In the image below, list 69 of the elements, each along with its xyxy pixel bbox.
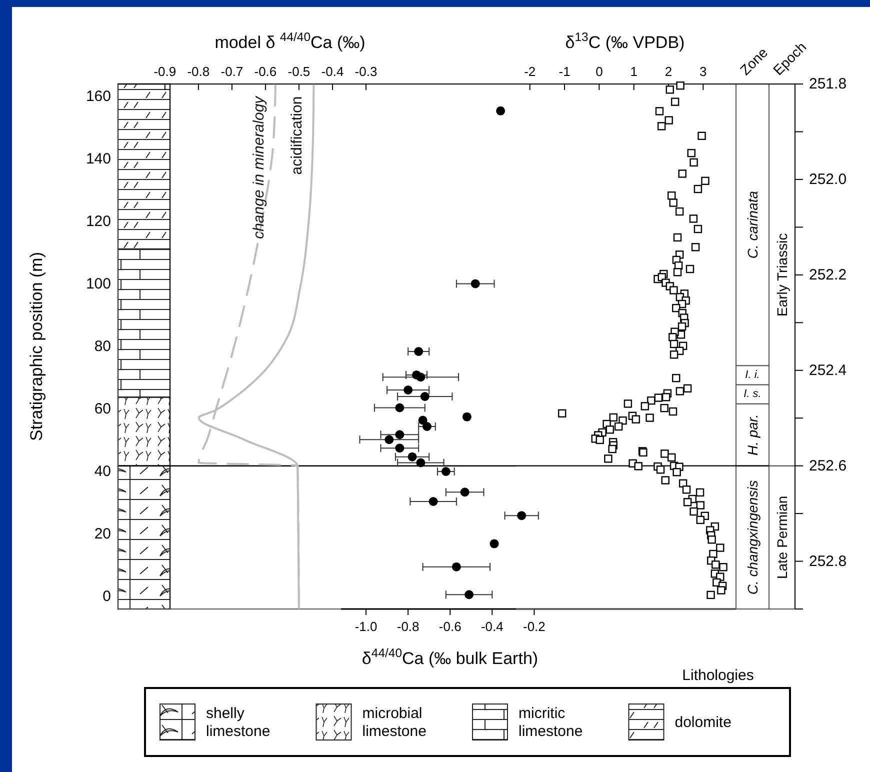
- x-tick-label: -0.4: [480, 619, 504, 634]
- x-tick-label: -0.7: [220, 64, 244, 79]
- x-tick-label: -0.6: [254, 64, 277, 79]
- band-label: H. par.: [744, 414, 760, 456]
- band-label: I. i.: [745, 369, 760, 382]
- y-tick-label: 60: [94, 400, 111, 418]
- x-tick-label: -2: [524, 64, 536, 79]
- point: [416, 372, 426, 382]
- point: [464, 590, 474, 600]
- point: [428, 497, 438, 506]
- x-tick-label: 1: [630, 64, 638, 79]
- x-tick-label: -0.5: [288, 64, 310, 79]
- y2-tick-label: 252.4: [809, 362, 847, 379]
- legend-title: Lithologies: [682, 667, 754, 684]
- point: [452, 562, 461, 572]
- x-axis-title: δ$^{44/40}$Ca (‰ bulk Earth): [362, 646, 538, 668]
- point: [395, 444, 404, 453]
- x-axis-title: model δ $^{44/40}$Ca (‰): [214, 30, 366, 52]
- x-tick-label: -0.2: [523, 619, 546, 634]
- point: [414, 347, 424, 356]
- text: change in mineralogy: [250, 94, 268, 239]
- y-tick-label: 20: [94, 526, 111, 542]
- point: [422, 422, 432, 431]
- x-tick-label: -0.4: [321, 64, 344, 79]
- band-label: C. changxingensis: [744, 480, 760, 595]
- band-label: C. carinata: [744, 190, 760, 259]
- y2-tick-label: 252.8: [809, 552, 847, 570]
- band-label: I. s.: [744, 388, 762, 400]
- legend-label: dolomite: [674, 714, 732, 730]
- legend-label: micritic limestone: [518, 704, 583, 740]
- x-tick-label: -0.8: [396, 619, 420, 634]
- x-tick-label: -0.8: [187, 64, 210, 79]
- y-axis-title: Stratigraphic position (m): [27, 252, 46, 441]
- y2-tick-label: 252.2: [809, 266, 847, 284]
- y-tick-label: 160: [86, 88, 111, 105]
- x-tick-label: -0.6: [438, 619, 462, 634]
- point: [420, 392, 430, 401]
- x-tick-label: -1.0: [354, 619, 378, 634]
- y-tick-label: 80: [94, 338, 111, 355]
- x-tick-label: -0.9: [154, 64, 176, 79]
- x-tick-label: -0.3: [354, 64, 378, 79]
- point: [470, 279, 480, 288]
- y2-tick-label: 252.0: [809, 170, 847, 188]
- point: [404, 385, 413, 394]
- y-tick-label: 40: [94, 463, 111, 480]
- legend-label: shelly limestone: [206, 704, 270, 740]
- y-tick-label: 120: [86, 213, 111, 230]
- point: [460, 488, 470, 497]
- point: [384, 435, 394, 444]
- x-tick-label: 0: [596, 64, 603, 79]
- point: [441, 467, 450, 476]
- band-label: Late Permian: [774, 496, 790, 580]
- x-tick-label: 3: [700, 64, 707, 79]
- point: [395, 430, 404, 440]
- band-label: Early Triassic: [774, 233, 790, 317]
- point: [395, 403, 404, 412]
- point: [408, 452, 417, 462]
- legend-label: microbial limestone: [362, 704, 426, 740]
- y-tick-label: 100: [86, 276, 111, 292]
- point: [416, 458, 426, 468]
- x-tick-label: 2: [664, 64, 672, 79]
- text: acidification: [288, 96, 306, 175]
- y2-tick-label: 251.8: [809, 76, 847, 92]
- x-axis-title: δ$^{13}$C (‰ VPDB): [565, 30, 685, 52]
- x-tick-label: -1: [558, 64, 570, 79]
- point: [517, 511, 526, 520]
- y2-tick-label: 252.6: [809, 457, 847, 474]
- y-tick-label: 0: [102, 588, 111, 605]
- y-tick-label: 140: [86, 150, 111, 168]
